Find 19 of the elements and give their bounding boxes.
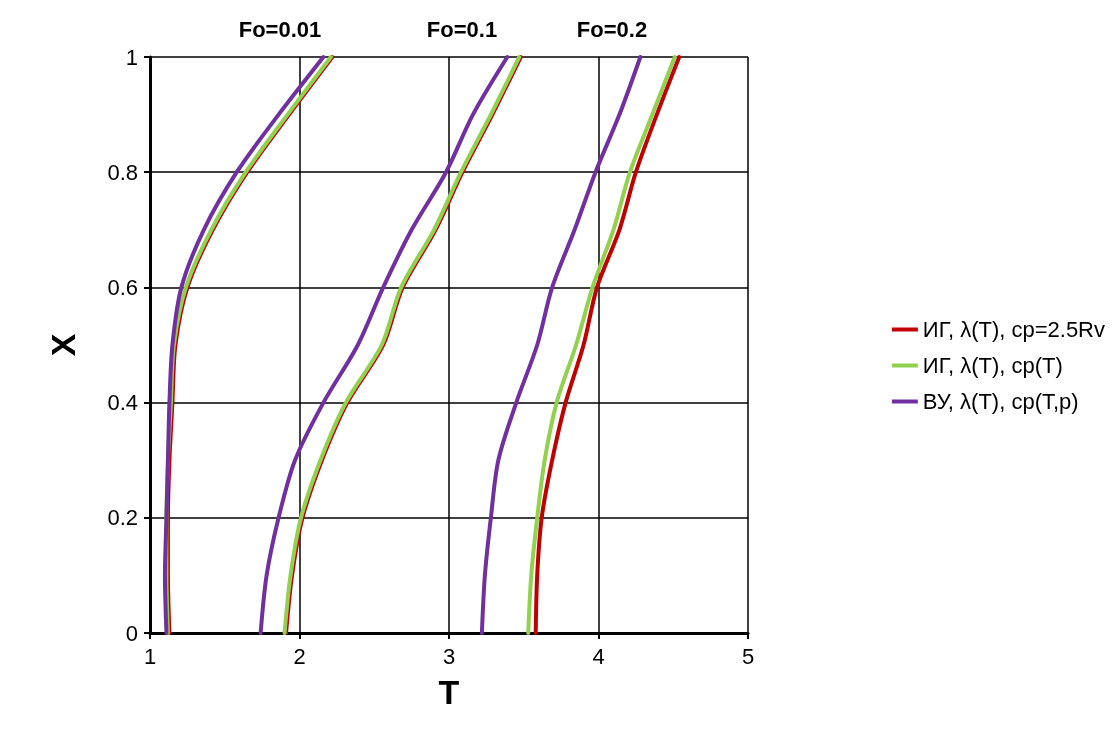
text: Fo=0.01 xyxy=(238,16,322,42)
y-axis-title: X xyxy=(44,333,82,357)
legend-label: ИГ, λ(T), cp=2.5Rv xyxy=(922,317,1106,342)
text: Fo=0.1 xyxy=(426,16,498,42)
y-tick-label: 0 xyxy=(125,620,138,646)
y-tick-label: 0.6 xyxy=(107,274,138,300)
y-tick-label: 0.2 xyxy=(107,505,138,531)
y-tick-label: 1 xyxy=(125,44,138,70)
x-tick-label: 5 xyxy=(741,643,755,669)
legend-label: ВУ, λ(T), cp(T,p) xyxy=(922,389,1079,414)
text: Fo=0.2 xyxy=(576,16,648,42)
x-tick-label: 3 xyxy=(442,643,456,669)
x-tick-label: 4 xyxy=(592,643,605,669)
legend-label: ИГ, λ(T), cp(T) xyxy=(922,353,1063,378)
x-tick-label: 1 xyxy=(143,643,157,669)
y-tick-label: 0.8 xyxy=(107,159,138,185)
x-axis-title: T xyxy=(438,673,460,711)
y-tick-label: 0.4 xyxy=(107,390,138,416)
x-tick-label: 2 xyxy=(293,643,306,669)
